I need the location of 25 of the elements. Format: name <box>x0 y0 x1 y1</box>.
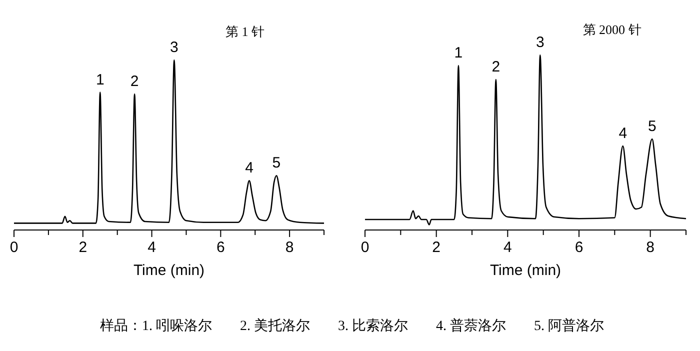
x-tick-label: 4 <box>503 239 512 256</box>
x-axis-title: Time (min) <box>133 262 205 279</box>
x-axis-title: Time (min) <box>490 262 562 279</box>
annotation: 1 <box>96 71 104 88</box>
x-tick-label: 0 <box>10 239 18 256</box>
annotation: 2 <box>492 58 500 76</box>
x-tick-label: 6 <box>216 239 225 256</box>
x-tick-label: 0 <box>360 239 370 256</box>
x-tick-label: 6 <box>574 239 584 256</box>
text: 样品：1. 吲哚洛尔 2. 美托洛尔 3. 比索洛尔 4. 普萘洛尔 5. 阿普洛尔 <box>100 317 604 334</box>
x-tick-label: 2 <box>432 239 441 256</box>
annotation: 2 <box>130 73 139 90</box>
annotation: 5 <box>272 154 281 172</box>
x-tick-label: 4 <box>148 239 156 256</box>
annotation: 4 <box>245 160 254 177</box>
x-tick-label: 8 <box>285 239 294 256</box>
chart-title: 第 1 针 <box>226 24 264 39</box>
chart-title: 第 2000 针 <box>582 22 642 37</box>
annotation: 4 <box>618 125 628 142</box>
x-tick-label: 8 <box>646 239 655 256</box>
annotation: 3 <box>170 39 178 56</box>
x-tick-label: 2 <box>78 239 88 256</box>
annotation: 1 <box>454 44 463 62</box>
annotation: 3 <box>536 34 544 51</box>
annotation: 5 <box>648 118 656 135</box>
